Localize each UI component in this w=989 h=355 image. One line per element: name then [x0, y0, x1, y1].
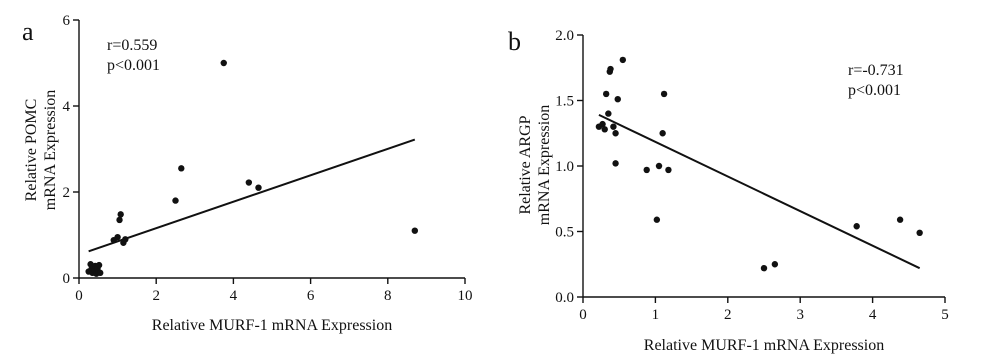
- panel-b-data-point: [605, 110, 612, 117]
- panel-b-x-tick-label: 2: [724, 307, 732, 323]
- panel-a-letter: a: [22, 17, 34, 46]
- panel-b-data-point: [916, 229, 923, 237]
- panel-a-data-point: [95, 261, 103, 269]
- panel-a-x-tick-label: 10: [458, 288, 473, 304]
- panel-a-y-axis-title: Relative POMC mRNA Expression: [23, 90, 59, 210]
- panel-a-stat-annotation: r=0.559: [107, 37, 157, 54]
- panel-b-data-point: [853, 223, 860, 230]
- panel-b-letter: b: [508, 27, 521, 56]
- panel-b-data-point: [612, 160, 619, 167]
- panel-a-data-point: [411, 227, 419, 234]
- panel-a-data-point: [122, 236, 129, 243]
- panel-a-y-tick-label: 4: [63, 99, 71, 115]
- panel-a-y-tick-label: 0: [63, 271, 71, 287]
- panel-a-data-point: [178, 165, 185, 172]
- panel-a-stat-annotation: p<0.001: [107, 57, 160, 74]
- panel-a-regression-line: [88, 138, 416, 253]
- panel-b-y-tick-label: 1.0: [555, 159, 574, 175]
- panel-b-y-tick-label: 2.0: [555, 28, 574, 44]
- panel-b-data-point: [659, 130, 666, 137]
- panel-b-data-point: [599, 120, 606, 128]
- panel-b-data-point: [771, 261, 779, 268]
- panel-b-data-point: [643, 166, 650, 174]
- panel-a-x-tick-label: 2: [152, 288, 160, 304]
- panel-b-y-tick-label: 0.0: [555, 290, 574, 306]
- panel-b-y-axis-title-line: mRNA Expression: [536, 105, 553, 225]
- panel-b-stat-annotation: r=-0.731: [848, 62, 904, 79]
- panel-b-data-point: [655, 162, 663, 170]
- panel-a-y-tick-label: 6: [63, 13, 71, 29]
- panel-a-y-axis-title-line: mRNA Expression: [42, 90, 59, 210]
- panel-b-x-axis-title: Relative MURF-1 mRNA Expression: [644, 337, 884, 354]
- panel-a-x-tick-label: 4: [230, 288, 238, 304]
- panel-b-data-point: [653, 216, 661, 223]
- panel-b-data-point: [614, 95, 621, 103]
- panel-b-x-tick-label: 0: [579, 307, 587, 323]
- panel-a-x-tick-label: 8: [384, 288, 392, 304]
- panel-b-y-axis-title: Relative ARGP mRNA Expression: [517, 105, 553, 225]
- panel-a-data-point: [117, 211, 124, 218]
- panel-b-x-tick-label: 4: [869, 307, 877, 323]
- panel-b-regression-line: [598, 114, 921, 270]
- panel-b-data-point: [612, 130, 619, 137]
- panel-b-data-point: [760, 264, 768, 272]
- panel-a-x-tick-label: 0: [75, 288, 83, 304]
- panel-a-x-axis-title: Relative MURF-1 mRNA Expression: [152, 317, 392, 334]
- panel-b-x-tick-label: 1: [652, 307, 660, 323]
- panel-a-data-point: [97, 269, 104, 277]
- panel-a-x-tick-label: 6: [307, 288, 315, 304]
- panel-a-y-tick-label: 2: [63, 185, 71, 201]
- panel-b-data-point: [660, 90, 668, 98]
- panel-a-data-point: [116, 216, 123, 224]
- panel-a-y-axis-title-line: Relative POMC: [23, 99, 40, 202]
- panel-b-y-tick-label: 1.5: [555, 94, 574, 110]
- panel-b-data-point: [896, 216, 904, 223]
- panel-b-data-point: [602, 90, 610, 98]
- panel-b-data-point: [607, 65, 614, 73]
- panel-a-data-point: [172, 197, 179, 204]
- panel-b-data-point: [665, 166, 672, 174]
- panel-a-data-point: [114, 233, 121, 241]
- panel-a-data-point: [220, 59, 227, 67]
- panel-a-data-point: [245, 179, 253, 186]
- panel-b-y-tick-label: 0.5: [555, 225, 574, 241]
- panel-b-stat-annotation: p<0.001: [848, 82, 901, 99]
- panel-a-data-point: [255, 184, 262, 191]
- panel-b-data-point: [601, 126, 608, 133]
- panel-b-x-tick-label: 3: [796, 307, 804, 323]
- panel-b-y-axis-title-line: Relative ARGP: [517, 115, 534, 214]
- panel-b-data-point: [619, 56, 627, 64]
- panel-b-x-tick-label: 5: [941, 307, 949, 323]
- panel-b-data-point: [610, 123, 617, 130]
